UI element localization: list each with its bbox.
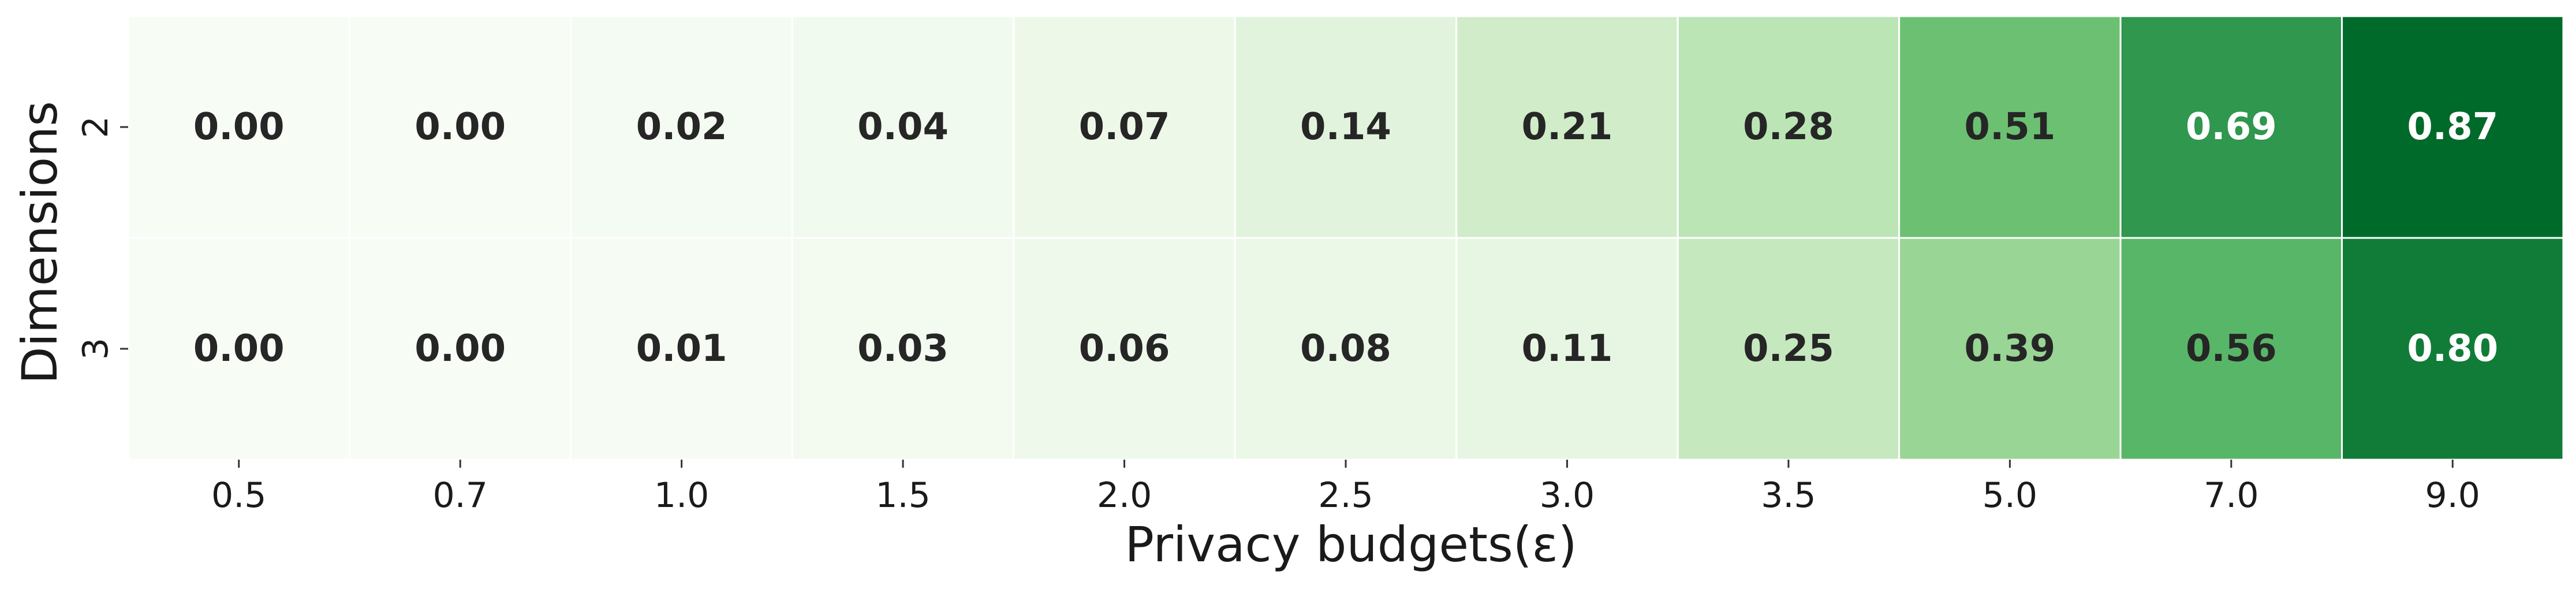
heatmap-cell-d3-e5.0 [1898, 237, 2122, 461]
heatmap-cell-d2-e2.0 [1013, 15, 1236, 239]
x-tick-label: 3.5 [1761, 475, 1816, 516]
heatmap-cell-value: 0.00 [193, 327, 285, 370]
heatmap-cell-d3-e3.5 [1677, 237, 1901, 461]
heatmap-cell-d3-e2.0 [1013, 237, 1236, 461]
heatmap-cell-d2-e3.5 [1677, 15, 1901, 239]
y-tick-label: 2 [76, 116, 116, 138]
heatmap-cell-value: 0.00 [193, 106, 285, 148]
heatmap-cell-value: 0.04 [857, 106, 949, 148]
heatmap-cell-value: 0.11 [1522, 327, 1613, 370]
heatmap-cell-value: 0.39 [1964, 327, 2055, 370]
heatmap-cell-value: 0.08 [1300, 327, 1391, 370]
heatmap-cell-value: 0.07 [1079, 106, 1170, 148]
heatmap-cell-d2-e1.0 [570, 15, 793, 239]
heatmap-cell-d2-e9.0 [2341, 15, 2564, 239]
heatmap-cell-d3-e1.5 [791, 237, 1015, 461]
heatmap-cell-value: 0.01 [636, 327, 727, 370]
x-axis-label: Privacy budgets(ε) [1125, 516, 1577, 573]
y-axis-ticks: 23 [76, 116, 128, 360]
x-tick-label: 1.5 [875, 475, 930, 516]
heatmap-cell-value: 0.14 [1300, 106, 1391, 148]
x-tick-label: 0.7 [432, 475, 487, 516]
heatmap-cell-d2-e0.7 [348, 15, 572, 239]
heatmap-cell-value: 0.25 [1743, 327, 1834, 370]
heatmap-cell-value: 0.00 [415, 106, 506, 148]
heatmap-cell-d3-e1.0 [570, 237, 793, 461]
heatmap-cell-d3-e3.0 [1455, 237, 1679, 461]
x-tick-label: 1.0 [654, 475, 709, 516]
heatmap-cell-d3-e0.7 [348, 237, 572, 461]
y-tick-label: 3 [76, 338, 116, 360]
heatmap-cell-d3-e2.5 [1234, 237, 1458, 461]
x-tick-label: 0.5 [211, 475, 266, 516]
heatmap-cell-d2-e7.0 [2119, 15, 2343, 239]
heatmap-cell-value: 0.87 [2407, 106, 2498, 148]
x-tick-label: 2.5 [1318, 475, 1373, 516]
heatmap-cell-value: 0.69 [2186, 106, 2277, 148]
x-tick-label: 3.0 [1540, 475, 1595, 516]
heatmap-cell-d2-e2.5 [1234, 15, 1458, 239]
x-axis-ticks: 0.5 0.7 1.0 1.5 2.0 2.5 3.0 3.5 5.0 7.0 9.0 [211, 460, 2480, 516]
x-tick-label: 2.0 [1097, 475, 1152, 516]
heatmap-cell-d2-e1.5 [791, 15, 1015, 239]
heatmap-cell-value: 0.56 [2186, 327, 2277, 370]
heatmap-cell-value: 0.02 [636, 106, 727, 148]
heatmap-cell-value: 0.80 [2407, 327, 2498, 370]
heatmap-cell-d3-e0.5 [127, 237, 350, 461]
heatmap-cell-d2-e0.5 [127, 15, 350, 239]
y-axis-label: Dimensions [12, 101, 68, 384]
heatmap-cell-value: 0.03 [857, 327, 949, 370]
heatmap-cell-value: 0.51 [1964, 106, 2055, 148]
heatmap-cell-value: 0.06 [1079, 327, 1170, 370]
heatmap-cell-value: 0.00 [415, 327, 506, 370]
heatmap-cells: 0.00 0.00 0.02 0.04 0.07 0.14 0.21 0.28 0.51 0.69… [127, 15, 2564, 461]
heatmap-cell-value: 0.21 [1522, 106, 1613, 148]
x-tick-label: 7.0 [2204, 475, 2258, 516]
heatmap-cell-d3-e7.0 [2119, 237, 2343, 461]
x-tick-label: 9.0 [2425, 475, 2480, 516]
heatmap-cell-value: 0.28 [1743, 106, 1834, 148]
heatmap-cell-d3-e9.0 [2341, 237, 2564, 461]
x-tick-label: 5.0 [1983, 475, 2037, 516]
